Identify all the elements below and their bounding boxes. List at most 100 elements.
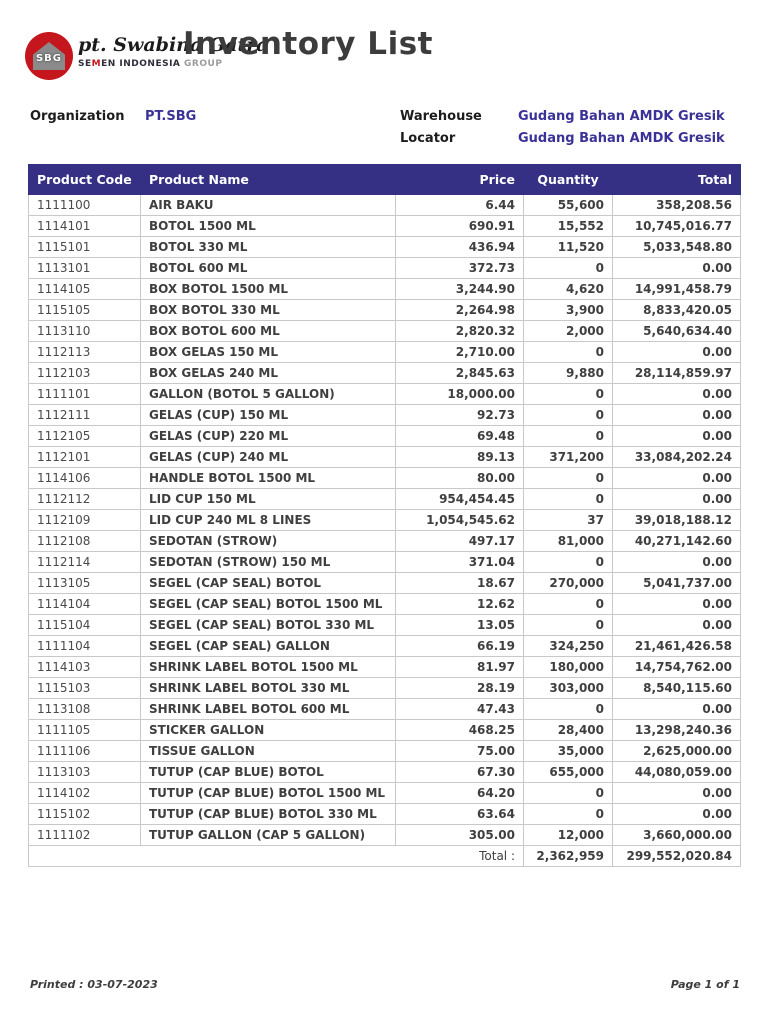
cell-product-name: AIR BAKU (140, 194, 396, 216)
cell-price: 2,264.98 (395, 299, 524, 321)
cell-price: 468.25 (395, 719, 524, 741)
table-row: 1115101 BOTOL 330 ML 436.94 11,520 5,033,548… (28, 236, 741, 258)
cell-total: 39,018,188.12 (612, 509, 741, 531)
cell-product-code: 1112103 (28, 362, 141, 384)
cell-quantity: 371,200 (523, 446, 613, 468)
table-row: 1112103 BOX GELAS 240 ML 2,845.63 9,880 28,1… (28, 362, 741, 384)
table-row: 1112111 GELAS (CUP) 150 ML 92.73 0 0.00 (28, 404, 741, 426)
cell-total: 0.00 (612, 467, 741, 489)
cell-price: 13.05 (395, 614, 524, 636)
cell-quantity: 324,250 (523, 635, 613, 657)
cell-total: 40,271,142.60 (612, 530, 741, 552)
cell-total: 0.00 (612, 404, 741, 426)
cell-product-code: 1111100 (28, 194, 141, 216)
cell-product-code: 1111106 (28, 740, 141, 762)
cell-total: 8,540,115.60 (612, 677, 741, 699)
cell-quantity: 81,000 (523, 530, 613, 552)
cell-product-name: TISSUE GALLON (140, 740, 396, 762)
table-total-row: Total : 2,362,959 299,552,020.84 (28, 845, 741, 867)
cell-quantity: 4,620 (523, 278, 613, 300)
warehouse-value: Gudang Bahan AMDK Gresik (518, 109, 725, 124)
group-word: GROUP (180, 59, 223, 69)
cell-product-code: 1111104 (28, 635, 141, 657)
page-title: Inventory List (183, 26, 433, 62)
cell-price: 436.94 (395, 236, 524, 258)
cell-quantity: 0 (523, 551, 613, 573)
cell-price: 69.48 (395, 425, 524, 447)
header-price: Price (395, 164, 524, 195)
cell-product-code: 1112105 (28, 425, 141, 447)
table-row: 1114103 SHRINK LABEL BOTOL 1500 ML 81.97 18… (28, 656, 741, 678)
cell-total: 2,625,000.00 (612, 740, 741, 762)
cell-product-name: TUTUP (CAP BLUE) BOTOL (140, 761, 396, 783)
cell-quantity: 0 (523, 404, 613, 426)
table-row: 1111102 TUTUP GALLON (CAP 5 GALLON) 305.00… (28, 824, 741, 846)
header-total: Total (612, 164, 741, 195)
cell-price: 690.91 (395, 215, 524, 237)
cell-price: 3,244.90 (395, 278, 524, 300)
cell-product-code: 1115101 (28, 236, 141, 258)
cell-product-name: GELAS (CUP) 240 ML (140, 446, 396, 468)
cell-product-name: BOTOL 600 ML (140, 257, 396, 279)
cell-price: 64.20 (395, 782, 524, 804)
cell-product-name: BOX GELAS 240 ML (140, 362, 396, 384)
total-label: Total : (28, 845, 524, 867)
cell-total: 0.00 (612, 551, 741, 573)
company-group-line: SEMEN INDONESIA GROUP (78, 59, 269, 69)
table-row: 1114104 SEGEL (CAP SEAL) BOTOL 1500 ML 12.… (28, 593, 741, 615)
cell-total: 3,660,000.00 (612, 824, 741, 846)
table-row: 1111100 AIR BAKU 6.44 55,600 358,208.56 (28, 194, 741, 216)
cell-quantity: 0 (523, 698, 613, 720)
table-row: 1115105 BOX BOTOL 330 ML 2,264.98 3,900 8,83… (28, 299, 741, 321)
cell-product-code: 1114101 (28, 215, 141, 237)
cell-quantity: 12,000 (523, 824, 613, 846)
cell-total: 8,833,420.05 (612, 299, 741, 321)
cell-product-code: 1115103 (28, 677, 141, 699)
table-row: 1112113 BOX GELAS 150 ML 2,710.00 0 0.00 (28, 341, 741, 363)
cell-total: 0.00 (612, 425, 741, 447)
inventory-table: Product Code Product Name Price Quantity… (28, 164, 741, 867)
cell-total: 13,298,240.36 (612, 719, 741, 741)
cell-price: 89.13 (395, 446, 524, 468)
cell-product-code: 1112111 (28, 404, 141, 426)
table-row: 1114101 BOTOL 1500 ML 690.91 15,552 10,745,0… (28, 215, 741, 237)
cell-quantity: 0 (523, 488, 613, 510)
locator-value: Gudang Bahan AMDK Gresik (518, 131, 725, 146)
cell-total: 0.00 (612, 341, 741, 363)
cell-product-name: BOX GELAS 150 ML (140, 341, 396, 363)
cell-product-code: 1115105 (28, 299, 141, 321)
cell-product-code: 1113108 (28, 698, 141, 720)
cell-quantity: 0 (523, 425, 613, 447)
cell-product-name: GELAS (CUP) 150 ML (140, 404, 396, 426)
organization-label: Organization (30, 109, 125, 124)
table-row: 1115102 TUTUP (CAP BLUE) BOTOL 330 ML 63.6… (28, 803, 741, 825)
group-suffix: EN INDONESIA (101, 59, 181, 69)
cell-product-code: 1112108 (28, 530, 141, 552)
cell-quantity: 15,552 (523, 215, 613, 237)
table-row: 1111106 TISSUE GALLON 75.00 35,000 2,625,000… (28, 740, 741, 762)
cell-price: 67.30 (395, 761, 524, 783)
cell-product-code: 1111102 (28, 824, 141, 846)
cell-quantity: 180,000 (523, 656, 613, 678)
table-row: 1112105 GELAS (CUP) 220 ML 69.48 0 0.00 (28, 425, 741, 447)
table-row: 1114106 HANDLE BOTOL 1500 ML 80.00 0 0.00 (28, 467, 741, 489)
cell-product-name: BOTOL 1500 ML (140, 215, 396, 237)
table-row: 1112114 SEDOTAN (STROW) 150 ML 371.04 0 0.00 (28, 551, 741, 573)
cell-quantity: 0 (523, 341, 613, 363)
organization-value: PT.SBG (145, 109, 197, 124)
cell-product-code: 1114106 (28, 467, 141, 489)
cell-product-name: BOX BOTOL 1500 ML (140, 278, 396, 300)
cell-price: 18.67 (395, 572, 524, 594)
table-row: 1113101 BOTOL 600 ML 372.73 0 0.00 (28, 257, 741, 279)
cell-price: 1,054,545.62 (395, 509, 524, 531)
cell-product-code: 1113105 (28, 572, 141, 594)
cell-price: 371.04 (395, 551, 524, 573)
cell-product-name: SEGEL (CAP SEAL) BOTOL 1500 ML (140, 593, 396, 615)
table-row: 1114102 TUTUP (CAP BLUE) BOTOL 1500 ML 64.… (28, 782, 741, 804)
cell-quantity: 0 (523, 803, 613, 825)
header-quantity: Quantity (523, 164, 613, 195)
cell-quantity: 3,900 (523, 299, 613, 321)
cell-quantity: 2,000 (523, 320, 613, 342)
cell-product-name: TUTUP (CAP BLUE) BOTOL 330 ML (140, 803, 396, 825)
